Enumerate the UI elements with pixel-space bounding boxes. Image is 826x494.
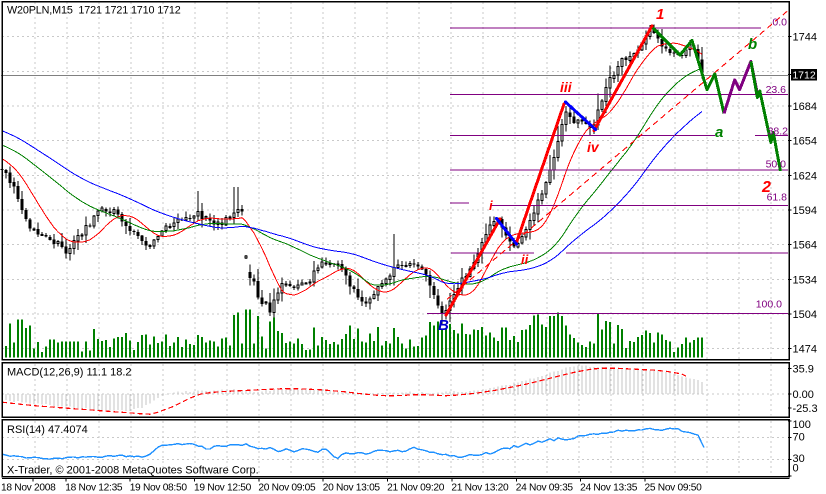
svg-text:1534: 1534 xyxy=(793,274,817,286)
svg-text:70: 70 xyxy=(793,432,805,444)
svg-text:50.0: 50.0 xyxy=(766,159,787,171)
svg-text:18 Nov 2008: 18 Nov 2008 xyxy=(1,483,56,494)
svg-text:19 Nov 08:50: 19 Nov 08:50 xyxy=(130,483,188,494)
svg-text:iii: iii xyxy=(560,79,573,95)
svg-text:i: i xyxy=(489,198,493,213)
svg-text:1712: 1712 xyxy=(792,69,816,81)
svg-text:19 Nov 12:50: 19 Nov 12:50 xyxy=(194,483,252,494)
svg-text:100: 100 xyxy=(793,419,811,431)
svg-text:23.6: 23.6 xyxy=(766,84,787,96)
svg-text:25 Nov 09:50: 25 Nov 09:50 xyxy=(645,483,703,494)
svg-text:a: a xyxy=(715,124,723,141)
svg-text:35.9: 35.9 xyxy=(793,364,814,376)
svg-text:24 Nov 13:35: 24 Nov 13:35 xyxy=(580,483,638,494)
svg-text:1564: 1564 xyxy=(793,240,817,252)
svg-text:W20PLN,M15 1721 1721 1710 171: W20PLN,M15 1721 1721 1710 1712 xyxy=(7,5,181,17)
svg-text:30: 30 xyxy=(793,453,805,465)
svg-text:1474: 1474 xyxy=(793,344,817,356)
svg-text:20 Nov 13:05: 20 Nov 13:05 xyxy=(323,483,381,494)
svg-text:b: b xyxy=(748,36,757,53)
svg-text:21 Nov 13:20: 21 Nov 13:20 xyxy=(451,483,509,494)
svg-text:RSI(14) 47.4074: RSI(14) 47.4074 xyxy=(7,424,88,436)
svg-text:61.8: 61.8 xyxy=(767,192,788,204)
svg-text:1: 1 xyxy=(656,6,664,23)
svg-text:1594: 1594 xyxy=(793,205,817,217)
svg-text:1654: 1654 xyxy=(793,136,817,148)
svg-text:2: 2 xyxy=(761,179,771,196)
svg-text:21 Nov 09:20: 21 Nov 09:20 xyxy=(387,483,445,494)
svg-text:1684: 1684 xyxy=(793,101,817,113)
svg-text:X-Trader, © 2001-2008 MetaQuot: X-Trader, © 2001-2008 MetaQuotes Softwar… xyxy=(7,465,259,477)
svg-text:0: 0 xyxy=(793,463,799,475)
svg-text:MACD(12,26,9) 11.1 18.2: MACD(12,26,9) 11.1 18.2 xyxy=(7,367,132,379)
svg-text:0.0: 0.0 xyxy=(772,17,787,29)
svg-text:1624: 1624 xyxy=(793,170,817,182)
svg-text:1504: 1504 xyxy=(793,309,817,321)
svg-text:-25.3: -25.3 xyxy=(793,403,818,415)
svg-text:100.0: 100.0 xyxy=(756,299,782,311)
svg-text:B: B xyxy=(438,317,449,334)
svg-text:24 Nov 09:35: 24 Nov 09:35 xyxy=(516,483,574,494)
svg-text:1744: 1744 xyxy=(793,32,817,44)
svg-text:0.00: 0.00 xyxy=(793,389,814,401)
svg-text:ii: ii xyxy=(521,252,529,267)
svg-text:38.2: 38.2 xyxy=(768,125,789,137)
svg-text:20 Nov 09:05: 20 Nov 09:05 xyxy=(258,483,316,494)
svg-text:18 Nov 12:35: 18 Nov 12:35 xyxy=(65,483,123,494)
svg-text:iv: iv xyxy=(587,139,600,155)
